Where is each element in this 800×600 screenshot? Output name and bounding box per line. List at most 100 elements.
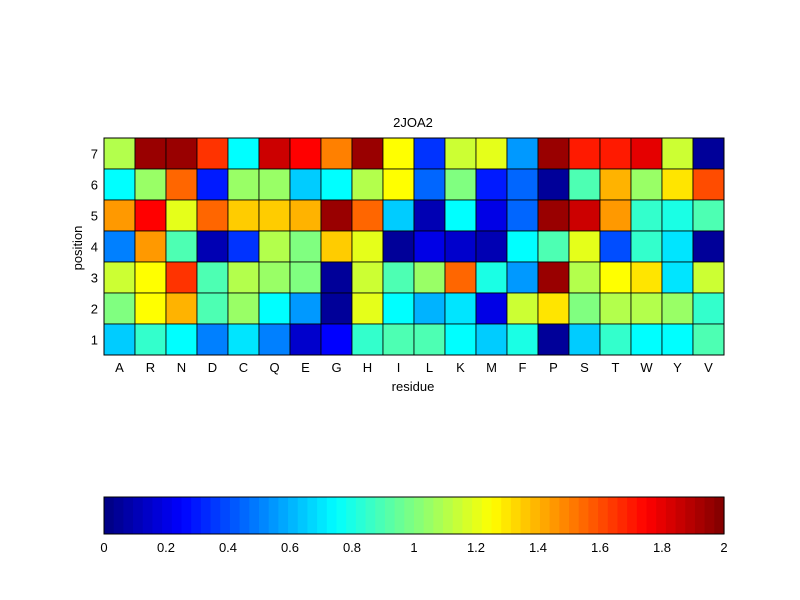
heatmap-cell [692,168,725,201]
heatmap-cell [413,261,446,294]
heatmap-cell [630,323,663,356]
x-tick-label: T [612,360,620,375]
heatmap-cell [103,292,136,325]
heatmap-cell [196,199,229,232]
heatmap-cell [599,137,632,170]
colorbar-band [142,497,154,534]
colorbar-band [336,497,347,534]
heatmap-cell [413,137,446,170]
heatmap-cell [134,230,167,263]
heatmap-cell [227,168,260,201]
colorbar-band [200,497,212,534]
heatmap-cell [475,323,508,356]
heatmap-cell [568,292,601,325]
heatmap-cell [320,261,353,294]
heatmap-cell [258,230,291,263]
colorbar-band [462,497,473,534]
heatmap-cell [165,323,198,356]
x-tick-label: P [549,360,558,375]
heatmap-cell [382,168,415,201]
colorbar-band [520,497,531,534]
heatmap-cell [289,230,322,263]
colorbar-tick-label: 0.4 [219,540,237,555]
y-tick-label: 4 [91,240,98,255]
colorbar-band [259,497,270,534]
heatmap-cell [320,230,353,263]
heatmap-cell [289,292,322,325]
heatmap-cell [506,323,539,356]
colorbar-band [268,497,279,534]
heatmap-cell [475,292,508,325]
colorbar-band [355,497,367,534]
heatmap-cell [506,292,539,325]
heatmap-cell [134,292,167,325]
colorbar-band [704,497,715,534]
heatmap-cell [258,199,291,232]
heatmap-cell [661,230,694,263]
heatmap-cell [289,199,322,232]
x-tick-label: Y [673,360,682,375]
colorbar-band [239,497,250,534]
y-axis-label: position [70,226,85,271]
heatmap-cell [537,323,570,356]
heatmap-cell [103,261,136,294]
colorbar-tick-label: 1.6 [591,540,609,555]
colorbar-tick-label: 1.4 [529,540,547,555]
y-tick-label: 6 [91,178,98,193]
colorbar-band [278,497,289,534]
heatmap-cell [568,261,601,294]
heatmap-cell [692,137,725,170]
heatmap-cell [599,323,632,356]
x-tick-label: K [456,360,465,375]
x-tick-label: H [363,360,372,375]
heatmap-cell [227,292,260,325]
colorbar-band [288,497,299,534]
heatmap-cell [692,230,725,263]
colorbar-band [685,497,696,534]
heatmap-cell [475,168,508,201]
colorbar-band [375,497,386,534]
colorbar-band [229,497,241,534]
colorbar-tick-label: 1.2 [467,540,485,555]
colorbar-band [569,497,580,534]
heatmap-cell [165,292,198,325]
colorbar-band [675,497,686,534]
x-tick-label: Q [269,360,279,375]
y-tick-label: 1 [91,333,98,348]
heatmap-cell [134,137,167,170]
heatmap-cell [382,199,415,232]
heatmap-cell [351,168,384,201]
heatmap-cell [227,137,260,170]
colorbar-band [423,497,434,534]
heatmap-cell [227,199,260,232]
heatmap-cell [630,261,663,294]
heatmap-cell [258,137,291,170]
heatmap-cell [692,261,725,294]
y-tick-label: 3 [91,271,98,286]
heatmap-cell [599,168,632,201]
heatmap-cell [661,199,694,232]
heatmap-cell [382,137,415,170]
colorbar-band [414,497,425,534]
heatmap-cell [599,261,632,294]
colorbar-band [636,497,648,534]
heatmap-cell [599,230,632,263]
heatmap-cell [413,230,446,263]
heatmap-cell [630,199,663,232]
heatmap-cell [196,230,229,263]
heatmap-cell [227,230,260,263]
x-tick-label: M [486,360,497,375]
heatmap-cell [537,261,570,294]
heatmap-cell [196,292,229,325]
colorbar-band [404,497,415,534]
colorbar-band [191,497,202,534]
heatmap-cell [165,230,198,263]
colorbar-band [481,497,493,534]
heatmap-cell [382,292,415,325]
heatmap-cell [444,261,477,294]
heatmap-cell [289,261,322,294]
heatmap-cell [134,323,167,356]
heatmap-cell [630,292,663,325]
heatmap-cell [258,292,291,325]
